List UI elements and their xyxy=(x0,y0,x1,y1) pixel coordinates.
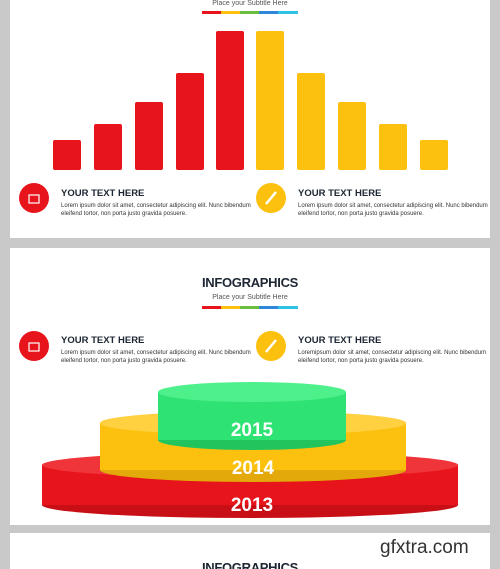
body-text: eleifend tortor, non porta justo gravida… xyxy=(298,358,424,364)
watermark: gfxtra.com xyxy=(380,537,469,558)
body-text: eleifend tortor, non porta justo gravida… xyxy=(298,211,424,217)
heading: YOUR TEXT HERE xyxy=(298,188,381,199)
color-strip xyxy=(202,11,298,14)
body-text: eleifend tortor, non porta justo gravida… xyxy=(61,211,187,217)
podium xyxy=(42,382,458,518)
body-text: Lorem ipsum dolor sit amet, consectetur … xyxy=(298,203,488,209)
slide xyxy=(10,0,490,238)
slide xyxy=(10,533,490,569)
subtitle: Place your Subtitle Here xyxy=(212,294,288,301)
bars xyxy=(53,31,448,170)
year-label: 2013 xyxy=(231,495,273,516)
title: INFOGRAPHICS xyxy=(202,560,299,569)
subtitle: Place your Subtitle Here xyxy=(212,0,288,7)
body-text: Lorem ipsum dolor sit amet, consectetur … xyxy=(61,350,251,356)
title: INFOGRAPHICS xyxy=(202,275,299,290)
heading: YOUR TEXT HERE xyxy=(61,335,144,346)
heading: YOUR TEXT HERE xyxy=(61,188,144,199)
icon xyxy=(19,183,49,213)
color-strip xyxy=(202,306,298,309)
body-text: Lorem ipsum dolor sit amet, consectetur … xyxy=(61,203,251,209)
year-label: 2014 xyxy=(232,458,275,479)
icon xyxy=(19,331,49,361)
body-text: eleifend tortor, non porta justo gravida… xyxy=(61,358,187,364)
heading: YOUR TEXT HERE xyxy=(298,335,381,346)
year-label: 2015 xyxy=(231,420,274,441)
body-text: Loremipsum dolor sit amet, consectetur a… xyxy=(298,350,486,356)
